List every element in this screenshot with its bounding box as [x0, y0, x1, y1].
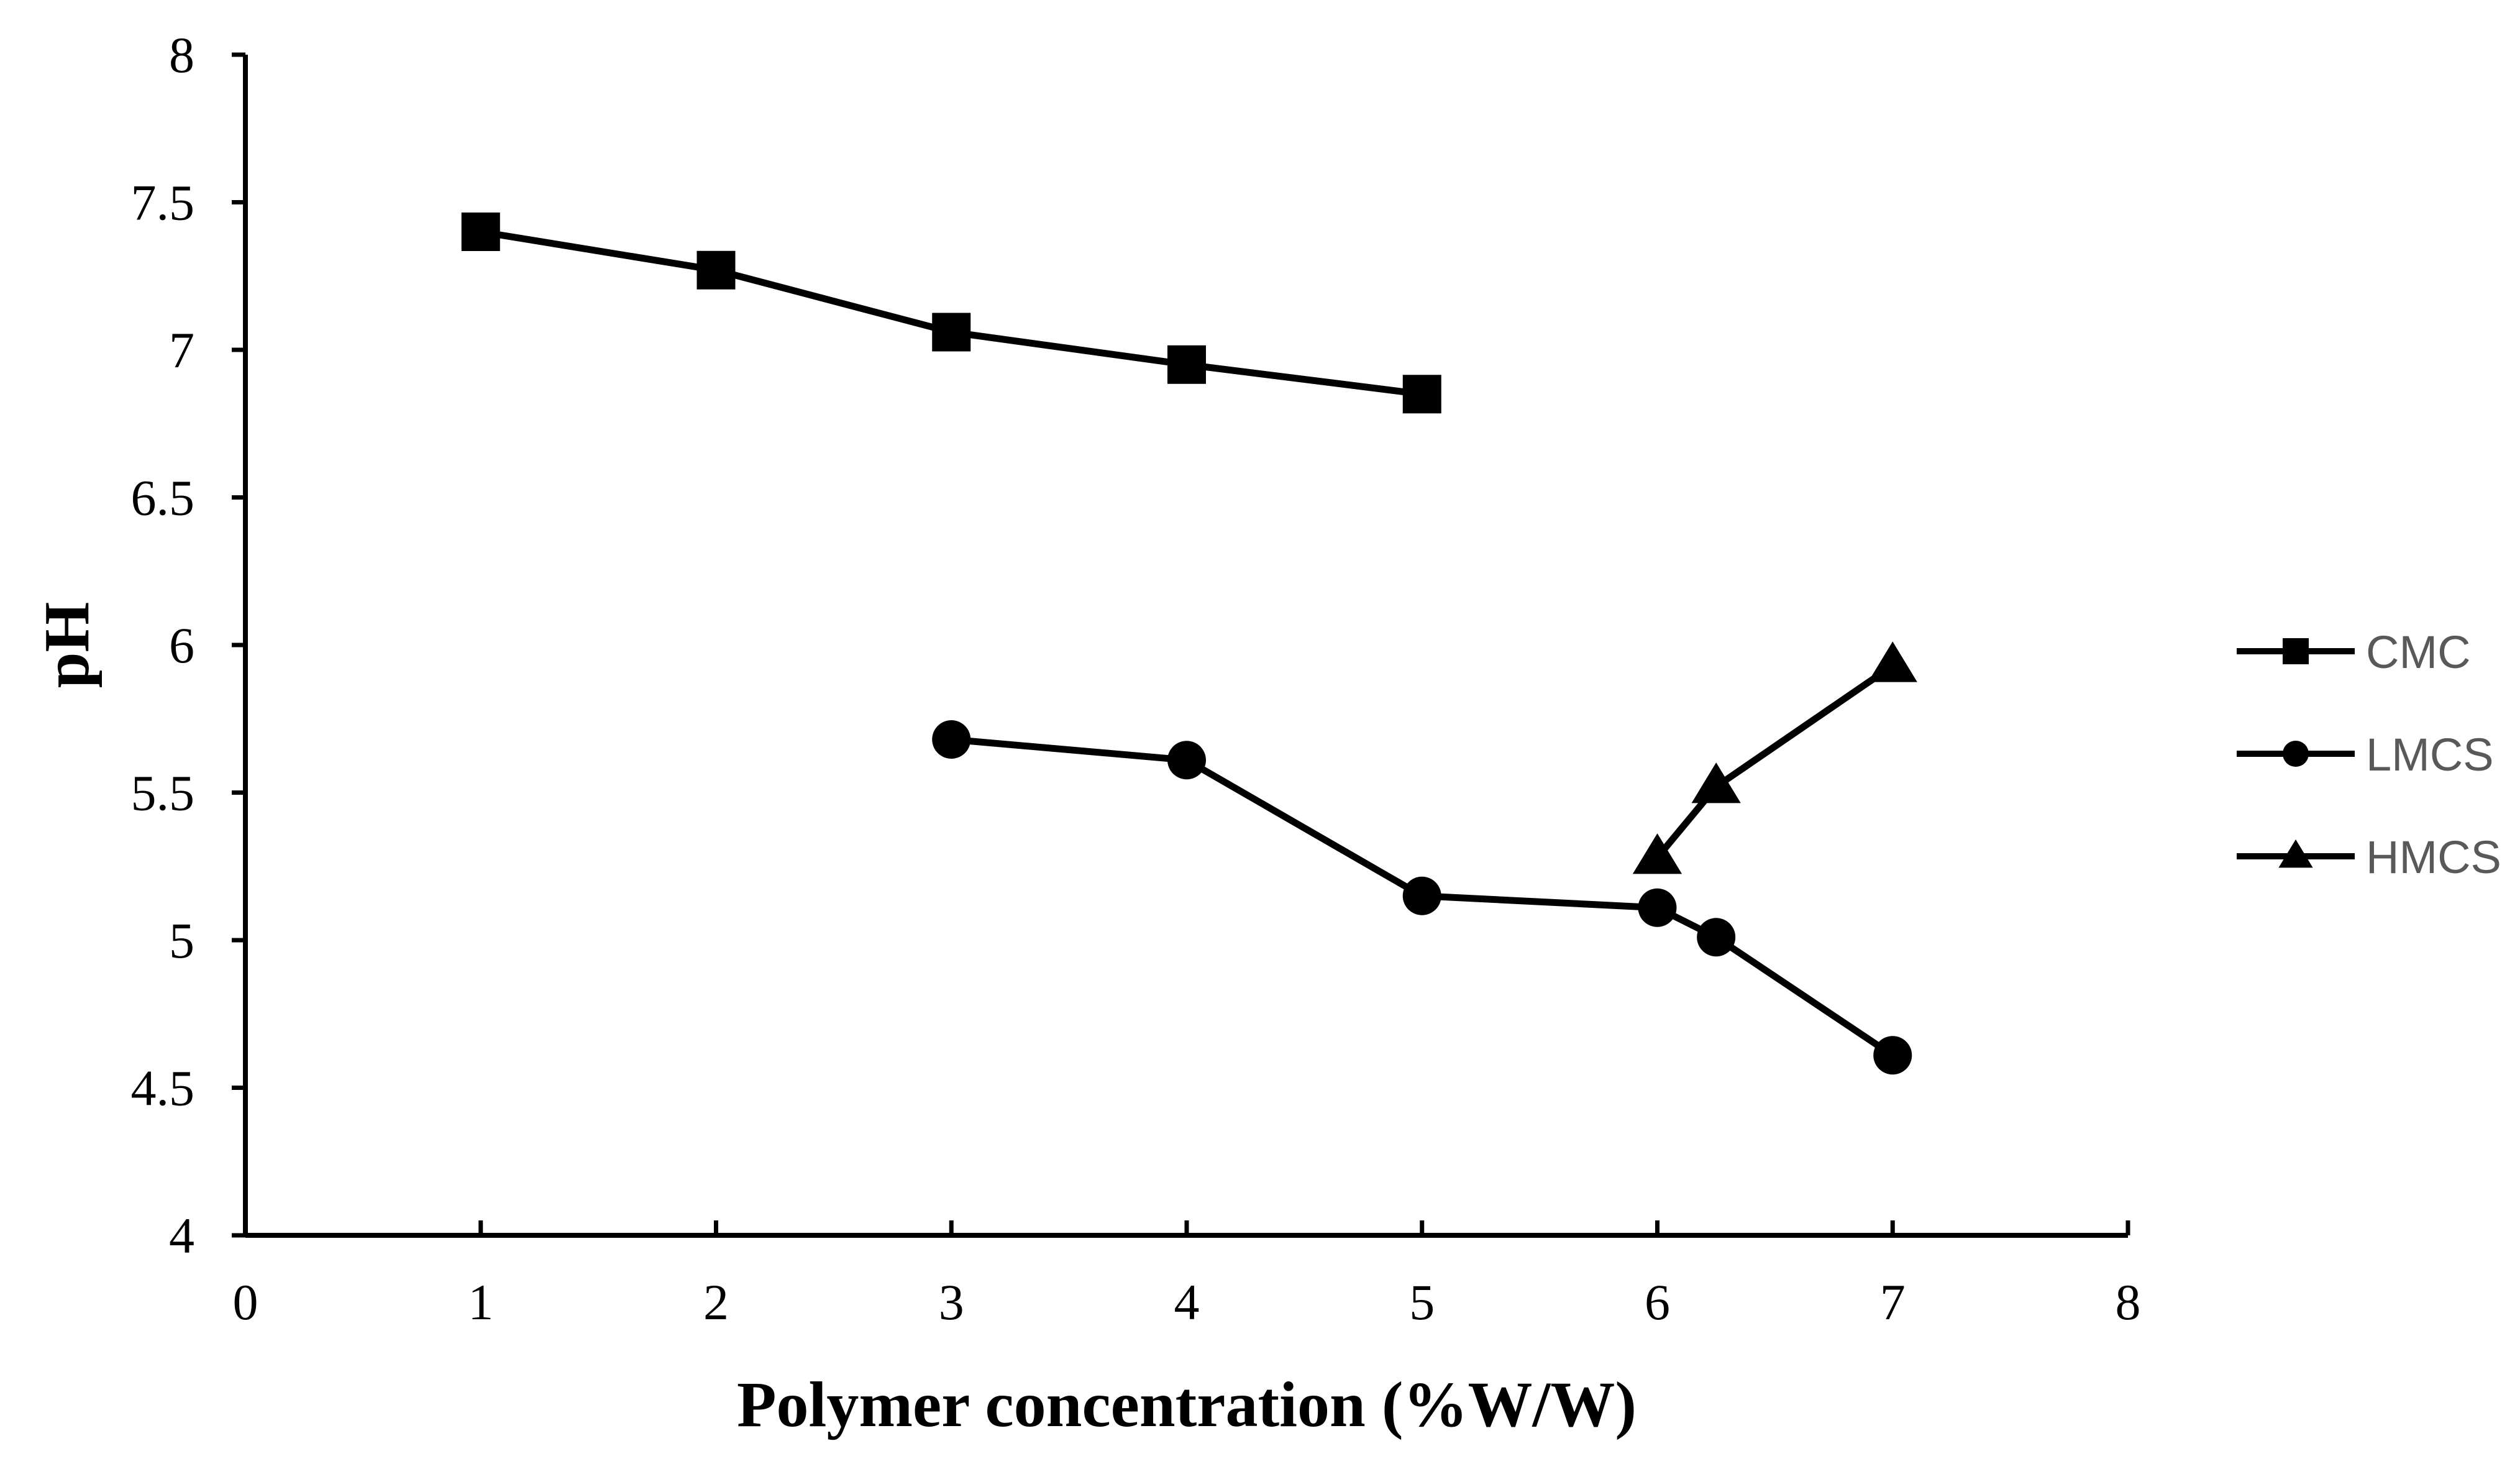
x-tick-label: 3: [939, 1274, 964, 1330]
legend: CMC LMCS HMCS: [2237, 626, 2501, 883]
x-tick-label: 0: [233, 1274, 258, 1330]
x-tick-label: 8: [2116, 1274, 2141, 1330]
x-tick-label: 2: [703, 1274, 729, 1330]
series-cmc: [461, 213, 1441, 414]
y-axis-title: pH: [31, 602, 103, 689]
data-point-lmcs: [1697, 918, 1736, 957]
data-point-hmcs: [1632, 833, 1682, 874]
y-tick-label: 7: [169, 322, 194, 378]
data-point-lmcs: [1167, 741, 1206, 780]
y-tick-label: 5.5: [131, 765, 195, 821]
data-point-lmcs: [1873, 1036, 1912, 1075]
series-lmcs: [932, 720, 1912, 1075]
legend-marker-cmc: [2283, 638, 2309, 664]
legend-marker-hmcs: [2278, 839, 2313, 868]
data-point-hmcs: [1868, 641, 1917, 682]
data-point-cmc: [1402, 375, 1441, 414]
y-axis: 4 4.5 5 5.5 6 6.5 7 7.5 8: [131, 27, 248, 1264]
data-point-cmc: [1167, 345, 1206, 384]
x-tick-label: 6: [1645, 1274, 1670, 1330]
y-tick-label: 6: [169, 617, 194, 674]
data-point-cmc: [696, 250, 736, 290]
series-hmcs: [1632, 641, 1917, 874]
data-point-lmcs: [1638, 888, 1677, 927]
data-point-lmcs: [932, 720, 971, 759]
y-tick-label: 4: [169, 1207, 194, 1264]
legend-label: HMCS: [2366, 831, 2501, 883]
legend-item-cmc: CMC: [2237, 626, 2471, 678]
series-line-lmcs: [947, 736, 1896, 1059]
plot-series: [461, 213, 1917, 1075]
data-point-cmc: [461, 213, 500, 251]
legend-item-hmcs: HMCS: [2237, 831, 2501, 883]
y-tick-label: 5: [169, 912, 194, 969]
data-point-hmcs: [1691, 762, 1741, 803]
x-tick-label: 5: [1409, 1274, 1435, 1330]
y-tick-label: 4.5: [131, 1060, 195, 1117]
x-tick-label: 7: [1880, 1274, 1906, 1330]
x-tick-label: 4: [1174, 1274, 1200, 1330]
x-axis-title: Polymer concentration (%W/W): [737, 1369, 1637, 1440]
x-tick-label: 1: [468, 1274, 493, 1330]
y-tick-label: 6.5: [131, 470, 195, 526]
y-tick-label: 7.5: [131, 175, 195, 231]
legend-label: LMCS: [2366, 729, 2494, 780]
legend-item-lmcs: LMCS: [2237, 729, 2494, 780]
legend-marker-lmcs: [2283, 741, 2309, 767]
legend-label: CMC: [2366, 626, 2471, 678]
y-tick-label: 8: [169, 27, 194, 83]
x-axis: 0 1 2 3 4 5 6 7 8: [233, 1220, 2141, 1330]
data-point-lmcs: [1402, 876, 1441, 915]
series-line-hmcs: [1654, 662, 1896, 861]
data-point-cmc: [932, 313, 971, 352]
